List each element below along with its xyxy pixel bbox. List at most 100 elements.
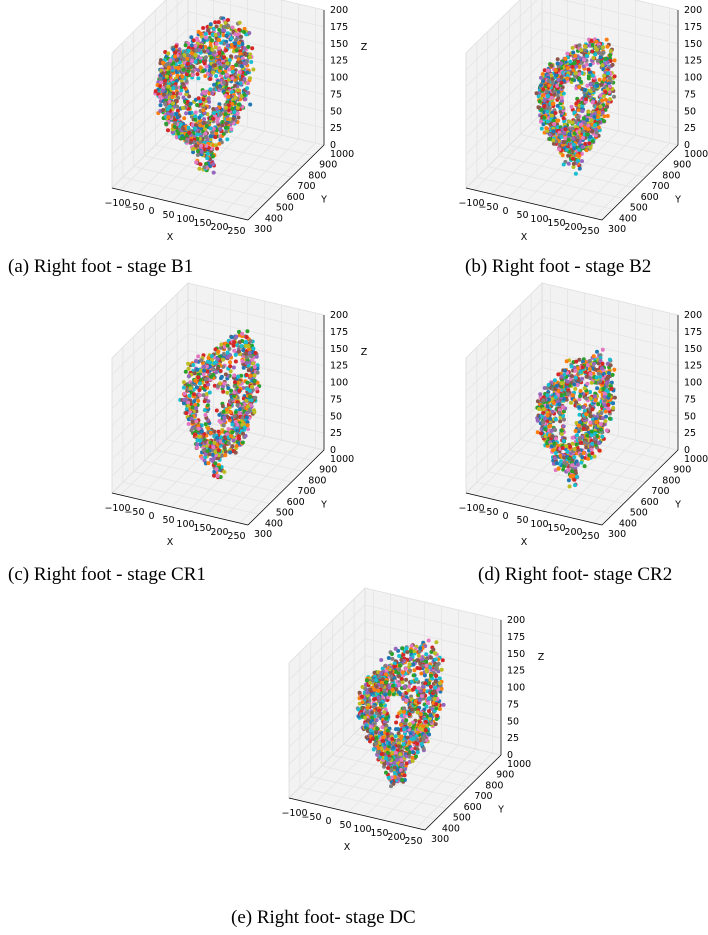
scatter-point — [238, 407, 243, 412]
scatter-point — [190, 51, 194, 56]
grid-line — [222, 443, 299, 520]
caption-a: (a) Right foot - stage B1 — [8, 256, 194, 277]
y-tick-label: 300 — [608, 224, 626, 235]
scatter-point — [584, 97, 588, 102]
scatter-point — [171, 86, 176, 91]
scatter-point — [215, 116, 220, 121]
scatter-point — [221, 25, 226, 29]
scatter-point — [581, 427, 586, 431]
scatter-point — [227, 346, 232, 351]
scatter-point — [245, 380, 250, 385]
scatter-point — [216, 448, 221, 453]
y-tick-label: 400 — [265, 213, 283, 224]
grid-line — [120, 419, 197, 496]
scatter-point — [561, 405, 565, 410]
scatter-point — [594, 375, 599, 380]
scatter-point — [212, 473, 217, 478]
scatter-point — [247, 408, 252, 413]
scatter-point — [539, 126, 544, 131]
scatter-point — [248, 339, 253, 344]
grid-line — [111, 299, 189, 376]
scatter-point — [185, 53, 190, 58]
scatter-point — [165, 111, 170, 116]
scatter-point — [190, 419, 195, 424]
scatter-point — [207, 452, 212, 457]
scatter-point — [230, 76, 235, 81]
scatter-point — [541, 420, 546, 425]
x-axis-line — [111, 187, 249, 221]
scatter-point — [588, 410, 593, 415]
scatter-point — [198, 438, 203, 443]
scatter-point — [545, 386, 550, 390]
grid-line — [465, 95, 543, 172]
scatter-point — [588, 420, 593, 425]
scatter-point — [235, 428, 239, 433]
y-axis-line — [601, 449, 679, 526]
scatter-point — [572, 146, 577, 151]
scatter-point — [582, 58, 586, 62]
scatter-point — [173, 50, 178, 55]
y-tick-label: 800 — [308, 170, 326, 181]
scatter-point — [246, 427, 251, 432]
scatter-point — [567, 132, 572, 137]
scatter-point — [598, 55, 603, 60]
scatter-point — [249, 398, 254, 403]
scatter-point — [204, 377, 208, 382]
grid-line — [465, 333, 543, 409]
scatter-point — [573, 483, 577, 488]
grid-line — [541, 282, 679, 316]
scatter-point — [251, 346, 256, 351]
y-tick-label: 800 — [662, 475, 680, 486]
scatter-point — [585, 118, 590, 122]
scatter-point — [233, 32, 238, 37]
scatter-point — [213, 135, 218, 140]
scatter-point — [562, 460, 567, 465]
scatter-point — [252, 410, 257, 415]
scatter-point — [601, 386, 606, 391]
scatter-point — [202, 49, 206, 54]
scatter-point — [586, 76, 591, 81]
scatter-point — [175, 108, 180, 113]
scatter-point — [536, 94, 541, 99]
grid-line — [188, 435, 265, 512]
z-tick-label: 25 — [684, 428, 696, 439]
scatter-point — [179, 136, 184, 141]
scatter-point — [541, 407, 546, 412]
scatter-point — [215, 366, 220, 371]
z-tick-label: 0 — [330, 140, 336, 151]
scatter-point — [191, 38, 196, 43]
scatter-point — [220, 404, 225, 409]
scatter-point — [203, 383, 208, 388]
scatter-point — [203, 55, 208, 60]
scatter-point — [211, 445, 216, 450]
grid-line — [155, 144, 292, 178]
scatter-point — [196, 354, 201, 359]
scatter-point — [204, 392, 209, 396]
scatter-point — [195, 103, 200, 107]
scatter-point — [594, 130, 599, 135]
scatter-point — [595, 83, 600, 88]
panel-c: −100 −50 0 50 100 150 200 250 300 400 500 600 700 800… — [0, 282, 368, 595]
scatter-point — [217, 51, 222, 56]
scatter-point — [602, 391, 607, 396]
scatter-point — [199, 149, 204, 154]
scatter-point — [245, 329, 250, 334]
scatter-point — [190, 58, 195, 63]
scatter-point — [570, 64, 575, 69]
scatter-point — [210, 32, 215, 37]
scatter-point — [584, 396, 589, 401]
scatter-point — [217, 412, 222, 417]
scatter-point — [233, 352, 238, 357]
x-axis-line — [465, 187, 603, 221]
grid-line — [465, 282, 543, 359]
scatter-point — [230, 444, 235, 449]
x-tick-label: 150 — [193, 218, 211, 229]
scatter-point — [580, 376, 585, 381]
x-tick-label: 150 — [193, 523, 211, 534]
scatter-point — [545, 94, 550, 98]
scatter-point — [223, 453, 228, 458]
grid-line — [187, 11, 325, 45]
grid-line — [541, 316, 679, 350]
scatter-point — [580, 109, 585, 114]
scatter-point — [198, 65, 203, 70]
